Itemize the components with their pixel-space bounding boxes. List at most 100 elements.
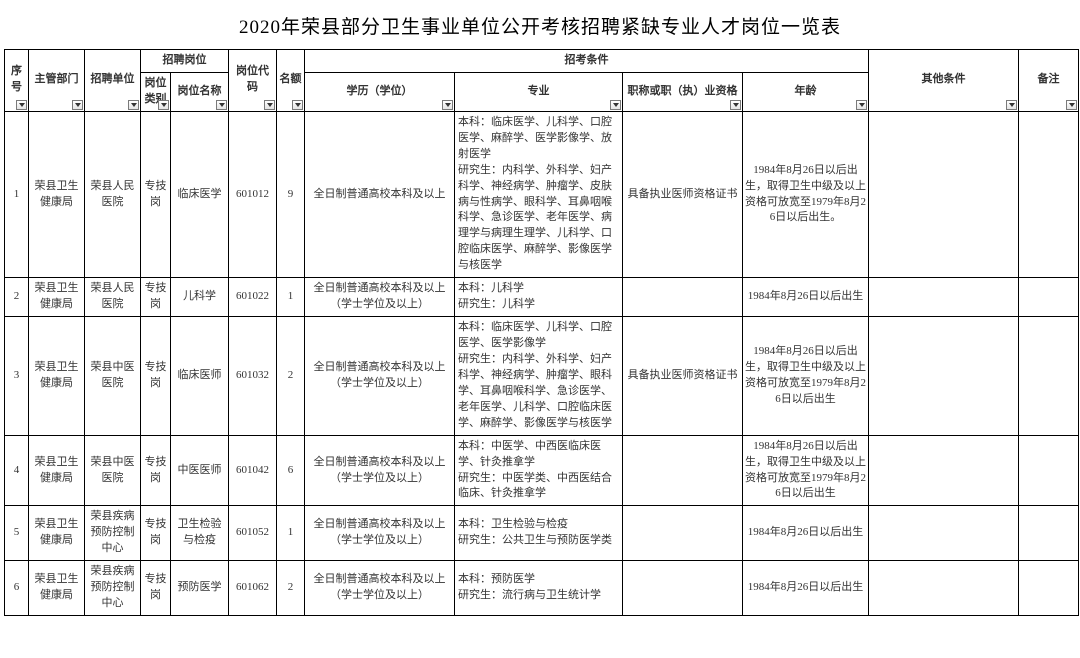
cell-quota: 6 — [277, 435, 305, 506]
cell-quota: 2 — [277, 317, 305, 436]
cell-qualification — [623, 435, 743, 506]
cell-code: 601042 — [229, 435, 277, 506]
cell-major: 本科：临床医学、儿科学、口腔医学、麻醉学、医学影像学、放射医学研究生：内科学、外… — [455, 111, 623, 277]
filter-icon[interactable] — [216, 100, 227, 110]
hdr-education-label: 学历（学位） — [347, 85, 413, 97]
cell-remark — [1019, 317, 1079, 436]
cell-pos-name: 儿科学 — [171, 278, 229, 317]
hdr-quota: 名额 — [277, 50, 305, 112]
filter-icon[interactable] — [264, 100, 275, 110]
cell-other — [869, 506, 1019, 561]
cell-pos-category: 专技岗 — [141, 561, 171, 616]
cell-other — [869, 435, 1019, 506]
cell-seq: 1 — [5, 111, 29, 277]
table-row: 5荣县卫生健康局荣县疾病预防控制中心专技岗卫生检验与检疫6010521全日制普通… — [5, 506, 1079, 561]
cell-seq: 3 — [5, 317, 29, 436]
cell-code: 601012 — [229, 111, 277, 277]
hdr-major-label: 专业 — [528, 85, 550, 97]
cell-pos-category: 专技岗 — [141, 278, 171, 317]
page-container: 2020年荣县部分卫生事业单位公开考核招聘紧缺专业人才岗位一览表 序号 主管部门… — [0, 0, 1080, 620]
table-row: 2荣县卫生健康局荣县人民医院专技岗儿科学6010221全日制普通高校本科及以上（… — [5, 278, 1079, 317]
cell-education: 全日制普通高校本科及以上（学士学位及以上） — [305, 278, 455, 317]
cell-unit: 荣县人民医院 — [85, 278, 141, 317]
cell-qualification — [623, 561, 743, 616]
cell-dept: 荣县卫生健康局 — [29, 506, 85, 561]
table-head: 序号 主管部门 招聘单位 招聘岗位 岗位代码 名额 招考条件 其他条件 备注 岗… — [5, 50, 1079, 112]
filter-icon[interactable] — [158, 100, 169, 110]
filter-icon[interactable] — [610, 100, 621, 110]
cell-code: 601022 — [229, 278, 277, 317]
cell-pos-name: 临床医学 — [171, 111, 229, 277]
filter-icon[interactable] — [16, 100, 27, 110]
hdr-other-label: 其他条件 — [922, 73, 966, 85]
hdr-qualification: 职称或职（执）业资格 — [623, 72, 743, 111]
hdr-seq-label: 序号 — [11, 65, 22, 93]
hdr-dept-label: 主管部门 — [35, 73, 79, 85]
cell-major: 本科：儿科学研究生：儿科学 — [455, 278, 623, 317]
cell-dept: 荣县卫生健康局 — [29, 317, 85, 436]
filter-icon[interactable] — [72, 100, 83, 110]
cell-seq: 5 — [5, 506, 29, 561]
hdr-qualification-label: 职称或职（执）业资格 — [628, 85, 738, 97]
table-row: 3荣县卫生健康局荣县中医医院专技岗临床医师6010322全日制普通高校本科及以上… — [5, 317, 1079, 436]
table-row: 6荣县卫生健康局荣县疾病预防控制中心专技岗预防医学6010622全日制普通高校本… — [5, 561, 1079, 616]
cell-education: 全日制普通高校本科及以上 — [305, 111, 455, 277]
hdr-education: 学历（学位） — [305, 72, 455, 111]
hdr-pos-name: 岗位名称 — [171, 72, 229, 111]
cell-pos-name: 中医医师 — [171, 435, 229, 506]
hdr-dept: 主管部门 — [29, 50, 85, 112]
cell-seq: 2 — [5, 278, 29, 317]
cell-education: 全日制普通高校本科及以上（学士学位及以上） — [305, 506, 455, 561]
table-row: 1荣县卫生健康局荣县人民医院专技岗临床医学6010129全日制普通高校本科及以上… — [5, 111, 1079, 277]
filter-icon[interactable] — [1066, 100, 1077, 110]
cell-pos-name: 临床医师 — [171, 317, 229, 436]
filter-icon[interactable] — [442, 100, 453, 110]
hdr-age-label: 年龄 — [795, 85, 817, 97]
cell-quota: 2 — [277, 561, 305, 616]
cell-age: 1984年8月26日以后出生 — [743, 506, 869, 561]
cell-unit: 荣县人民医院 — [85, 111, 141, 277]
cell-age: 1984年8月26日以后出生，取得卫生中级及以上资格可放宽至1979年8月26日… — [743, 435, 869, 506]
cell-age: 1984年8月26日以后出生，取得卫生中级及以上资格可放宽至1979年8月26日… — [743, 317, 869, 436]
cell-remark — [1019, 561, 1079, 616]
filter-icon[interactable] — [128, 100, 139, 110]
hdr-quota-label: 名额 — [280, 73, 302, 85]
cell-unit: 荣县疾病预防控制中心 — [85, 561, 141, 616]
cell-other — [869, 317, 1019, 436]
cell-major: 本科：中医学、中西医临床医学、针灸推拿学研究生：中医学类、中西医结合临床、针灸推… — [455, 435, 623, 506]
cell-major: 本科：临床医学、儿科学、口腔医学、医学影像学研究生：内科学、外科学、妇产科学、神… — [455, 317, 623, 436]
cell-pos-category: 专技岗 — [141, 506, 171, 561]
hdr-remark: 备注 — [1019, 50, 1079, 112]
cell-unit: 荣县中医医院 — [85, 317, 141, 436]
cell-dept: 荣县卫生健康局 — [29, 278, 85, 317]
cell-quota: 9 — [277, 111, 305, 277]
cell-education: 全日制普通高校本科及以上（学士学位及以上） — [305, 435, 455, 506]
filter-icon[interactable] — [292, 100, 303, 110]
hdr-pos-category: 岗位类别 — [141, 72, 171, 111]
cell-age: 1984年8月26日以后出生 — [743, 561, 869, 616]
cell-remark — [1019, 435, 1079, 506]
cell-unit: 荣县疾病预防控制中心 — [85, 506, 141, 561]
filter-icon[interactable] — [1006, 100, 1017, 110]
cell-education: 全日制普通高校本科及以上（学士学位及以上） — [305, 317, 455, 436]
cell-remark — [1019, 506, 1079, 561]
cell-qualification — [623, 506, 743, 561]
cell-seq: 4 — [5, 435, 29, 506]
hdr-code: 岗位代码 — [229, 50, 277, 112]
hdr-pos-name-label: 岗位名称 — [178, 85, 222, 97]
cell-other — [869, 111, 1019, 277]
cell-age: 1984年8月26日以后出生 — [743, 278, 869, 317]
hdr-age: 年龄 — [743, 72, 869, 111]
cell-code: 601052 — [229, 506, 277, 561]
cell-other — [869, 561, 1019, 616]
cell-pos-category: 专技岗 — [141, 111, 171, 277]
cell-other — [869, 278, 1019, 317]
hdr-code-label: 岗位代码 — [236, 65, 269, 93]
filter-icon[interactable] — [730, 100, 741, 110]
cell-qualification: 具备执业医师资格证书 — [623, 317, 743, 436]
hdr-major: 专业 — [455, 72, 623, 111]
cell-major: 本科：预防医学研究生：流行病与卫生统计学 — [455, 561, 623, 616]
cell-unit: 荣县中医医院 — [85, 435, 141, 506]
filter-icon[interactable] — [856, 100, 867, 110]
cell-major: 本科：卫生检验与检疫研究生：公共卫生与预防医学类 — [455, 506, 623, 561]
